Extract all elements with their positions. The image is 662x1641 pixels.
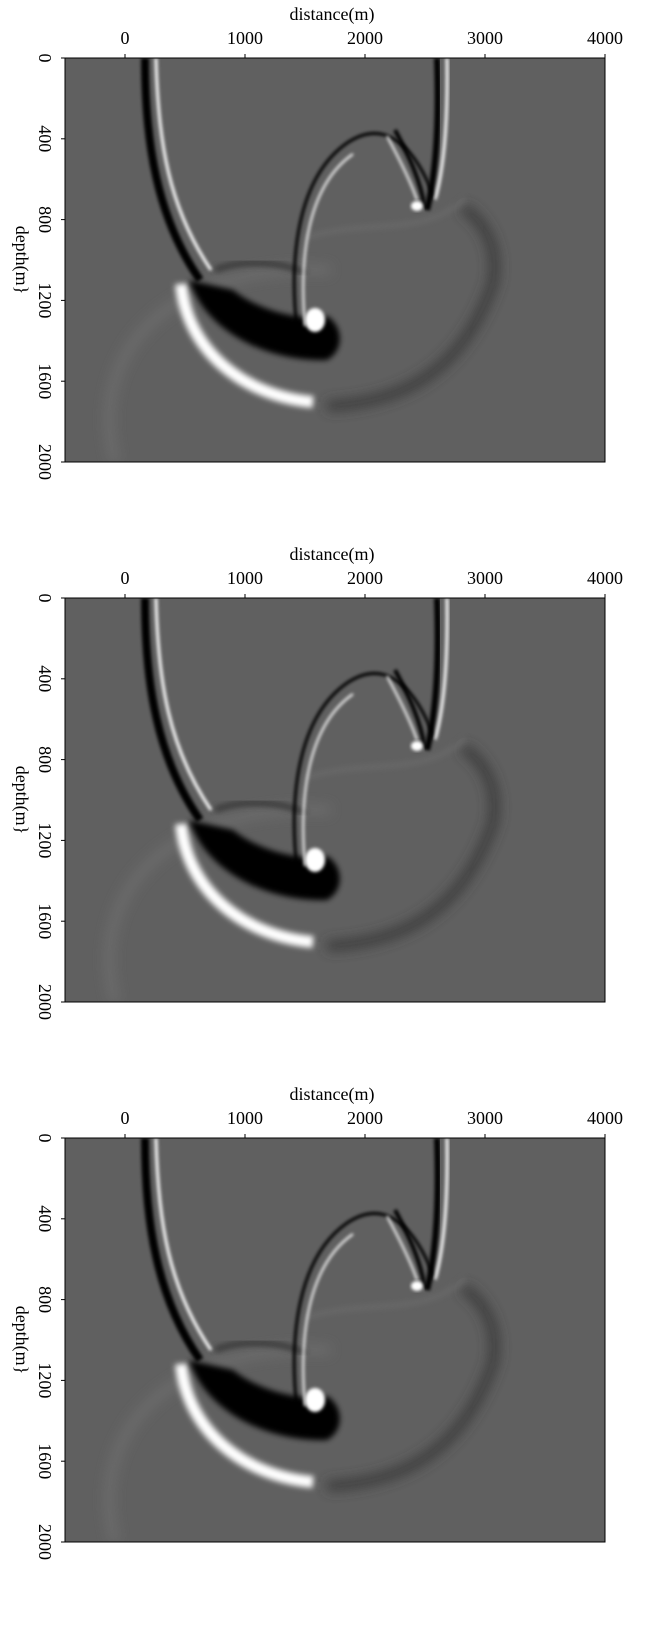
y-axis-label: depth(m} (11, 1306, 32, 1375)
y-tick-label: 0 (35, 594, 55, 603)
seismic-image (65, 1138, 605, 1542)
x-tick-label: 4000 (587, 28, 623, 48)
seismic-image (65, 58, 605, 462)
x-tick-label: 3000 (467, 568, 503, 588)
x-tick-label: 4000 (587, 568, 623, 588)
y-tick-label: 2000 (35, 1524, 55, 1560)
y-tick-label: 1200 (35, 1362, 55, 1398)
plot-frame (64, 57, 606, 463)
y-tick-label: 2000 (35, 444, 55, 480)
y-tick-label: 800 (35, 746, 55, 773)
y-axis-label: depth(m} (11, 766, 32, 835)
y-axis-label: depth(m} (11, 226, 32, 295)
x-axis-label: distance(m) (290, 544, 375, 565)
y-tick-label: 800 (35, 206, 55, 233)
x-axis-label: distance(m) (290, 1084, 375, 1105)
x-tick-label: 0 (121, 568, 130, 588)
plot-frame (64, 1137, 606, 1543)
seismic-image (65, 598, 605, 1002)
y-tick-label: 1200 (35, 282, 55, 318)
y-tick-label: 400 (35, 665, 55, 692)
plot-frame (64, 597, 606, 1003)
x-tick-label: 2000 (347, 1108, 383, 1128)
y-tick-label: 1600 (35, 903, 55, 939)
y-tick-label: 1600 (35, 363, 55, 399)
x-tick-label: 3000 (467, 1108, 503, 1128)
y-tick-label: 1600 (35, 1443, 55, 1479)
x-tick-label: 0 (121, 1108, 130, 1128)
y-tick-label: 800 (35, 1286, 55, 1313)
y-tick-label: 0 (35, 1134, 55, 1143)
y-tick-label: 1200 (35, 822, 55, 858)
x-tick-label: 4000 (587, 1108, 623, 1128)
x-tick-label: 3000 (467, 28, 503, 48)
x-tick-label: 1000 (227, 28, 263, 48)
y-tick-label: 0 (35, 54, 55, 63)
x-tick-label: 2000 (347, 28, 383, 48)
x-axis-label: distance(m) (290, 4, 375, 25)
x-tick-label: 2000 (347, 568, 383, 588)
x-tick-label: 0 (121, 28, 130, 48)
x-tick-label: 1000 (227, 1108, 263, 1128)
y-tick-label: 400 (35, 1205, 55, 1232)
x-tick-label: 1000 (227, 568, 263, 588)
y-tick-label: 400 (35, 125, 55, 152)
y-tick-label: 2000 (35, 984, 55, 1020)
